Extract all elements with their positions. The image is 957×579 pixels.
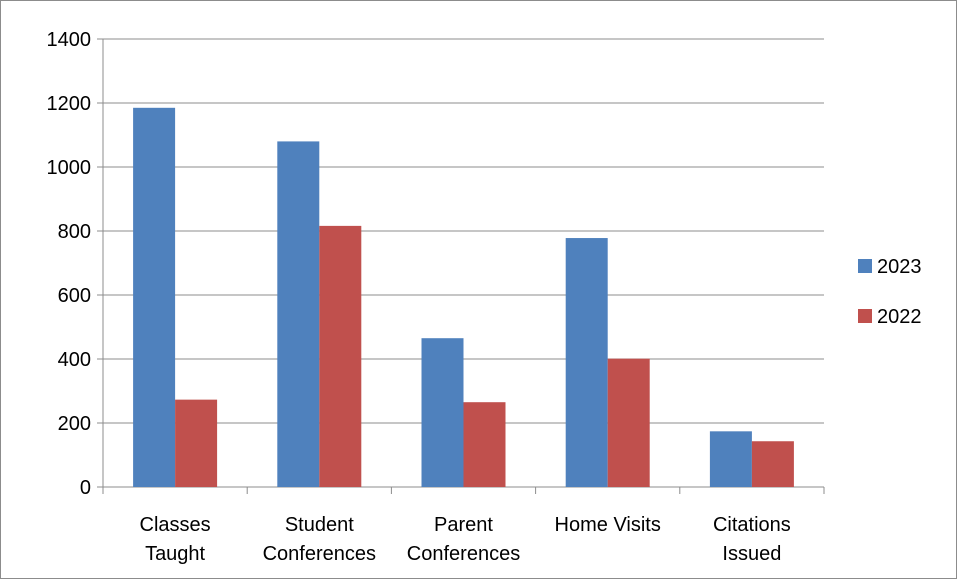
category-label: Conferences	[263, 543, 376, 565]
y-tick-label: 600	[58, 285, 91, 307]
category-label: Taught	[145, 543, 205, 565]
bar-2023-0	[133, 107, 176, 488]
y-tick-label: 1200	[47, 93, 92, 115]
category-label: Classes	[140, 514, 211, 536]
legend-label-2022: 2022	[877, 306, 922, 328]
gridlines	[103, 38, 824, 424]
legend-swatch-2023	[858, 259, 872, 273]
legend-label-2023: 2023	[877, 256, 922, 278]
category-label: Student	[285, 514, 354, 536]
legend-swatch-2022	[858, 309, 872, 323]
y-tick-labels: 0 200 400 600 800 1000 1200 1400	[47, 29, 92, 499]
bar-2022-3	[607, 358, 650, 487]
y-tick-label: 400	[58, 349, 91, 371]
category-label: Home Visits	[555, 514, 661, 536]
y-tick-label: 1400	[47, 29, 92, 51]
y-tick-label: 0	[80, 477, 91, 499]
category-label: Parent	[434, 514, 493, 536]
bar-2022-4	[751, 441, 794, 487]
y-tick-label: 200	[58, 413, 91, 435]
y-tick-label: 800	[58, 221, 91, 243]
bar-2023-2	[421, 338, 464, 487]
bar-2023-1	[277, 141, 320, 487]
bar-2022-0	[175, 399, 218, 487]
y-tick-label: 1000	[47, 157, 92, 179]
category-label: Conferences	[407, 543, 520, 565]
bar-2023-4	[709, 431, 752, 487]
bar-2022-2	[463, 402, 506, 487]
category-label: Issued	[722, 543, 781, 565]
category-label: Citations	[713, 514, 791, 536]
bars	[133, 107, 794, 488]
category-labels: Classes Taught Student Conferences Parent Con…	[140, 514, 791, 565]
legend: 2023 2022	[858, 256, 922, 328]
bar-2022-1	[319, 225, 362, 487]
bar-2023-3	[565, 238, 608, 487]
